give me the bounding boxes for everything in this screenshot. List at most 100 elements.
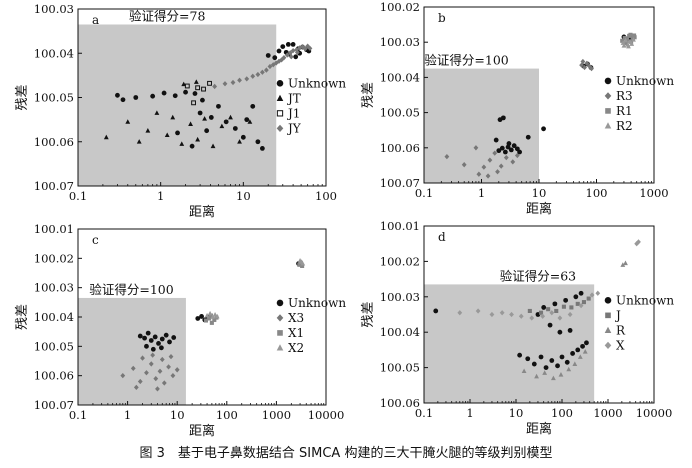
data-point bbox=[586, 296, 591, 301]
data-point bbox=[485, 173, 491, 179]
validation-score-label: 验证得分=63 bbox=[500, 268, 576, 283]
legend-marker bbox=[276, 344, 284, 351]
data-point bbox=[503, 155, 509, 161]
data-point bbox=[547, 322, 553, 328]
data-point bbox=[631, 37, 636, 42]
y-tick-label: 100.03 bbox=[380, 290, 420, 304]
x-tick-label: 1 bbox=[478, 186, 485, 200]
data-point bbox=[207, 310, 213, 316]
data-point bbox=[307, 45, 313, 52]
data-point bbox=[200, 97, 205, 103]
data-point bbox=[145, 128, 151, 133]
x-tick-label: 10 bbox=[532, 186, 547, 200]
validation-region bbox=[424, 68, 539, 183]
data-point bbox=[549, 310, 555, 316]
data-point bbox=[297, 262, 302, 267]
chart-panel-c: 0.1 1 10 100 1000 10000 100.01 100.02 100.03 100.… bbox=[15, 222, 346, 439]
x-axis-label: 距离 bbox=[526, 421, 552, 437]
y-tick-label: 100.04 bbox=[34, 46, 74, 60]
data-point bbox=[300, 263, 305, 268]
data-point bbox=[276, 58, 282, 64]
data-point bbox=[294, 49, 300, 56]
data-point bbox=[563, 297, 569, 303]
x-tick-label: 0.1 bbox=[69, 189, 87, 203]
x-tick-label: 0.1 bbox=[415, 186, 433, 200]
panel-letter: d bbox=[438, 230, 446, 244]
data-point bbox=[223, 119, 229, 125]
data-point bbox=[210, 314, 216, 319]
data-point bbox=[541, 305, 547, 310]
y-tick-label: 100.02 bbox=[380, 0, 420, 14]
data-point bbox=[232, 126, 238, 131]
data-point bbox=[623, 37, 628, 43]
data-points bbox=[120, 258, 306, 392]
data-point bbox=[461, 162, 467, 168]
data-point bbox=[195, 136, 201, 142]
y-tick-label: 100.02 bbox=[34, 251, 74, 265]
legend-label: X3 bbox=[288, 311, 304, 325]
validation-region bbox=[424, 284, 595, 403]
data-point bbox=[481, 164, 487, 170]
data-point bbox=[538, 354, 544, 360]
legend-label: Unknown bbox=[616, 74, 674, 88]
data-point bbox=[148, 338, 154, 343]
data-point bbox=[209, 320, 214, 325]
data-point bbox=[228, 114, 233, 120]
data-point bbox=[569, 305, 574, 310]
data-point bbox=[509, 311, 514, 318]
data-point bbox=[290, 47, 296, 54]
data-point bbox=[493, 137, 499, 143]
data-point bbox=[577, 354, 583, 359]
validation-score-label: 验证得分=100 bbox=[89, 282, 173, 297]
data-point bbox=[620, 38, 625, 43]
data-point bbox=[584, 60, 590, 66]
data-point bbox=[208, 115, 214, 120]
x-tick-label: 100 bbox=[216, 408, 238, 422]
data-point bbox=[495, 169, 500, 175]
data-point bbox=[500, 115, 506, 121]
data-point bbox=[216, 103, 221, 109]
data-point bbox=[259, 69, 265, 75]
data-point bbox=[120, 373, 126, 379]
data-point bbox=[629, 41, 635, 46]
data-point bbox=[154, 110, 160, 115]
legend-marker bbox=[604, 77, 612, 85]
data-point bbox=[510, 159, 516, 165]
data-point bbox=[285, 42, 291, 47]
data-point bbox=[578, 290, 584, 296]
data-point bbox=[263, 67, 269, 73]
y-tick-label: 100.05 bbox=[34, 339, 74, 353]
data-point bbox=[214, 313, 220, 319]
data-point bbox=[202, 116, 208, 121]
y-tick-label: 100.01 bbox=[380, 219, 420, 233]
data-point bbox=[527, 308, 532, 313]
data-point bbox=[534, 373, 539, 379]
data-point bbox=[540, 313, 546, 319]
data-point bbox=[529, 315, 535, 321]
data-point bbox=[171, 335, 177, 340]
data-point bbox=[531, 361, 537, 367]
data-point bbox=[475, 308, 481, 314]
data-point bbox=[625, 37, 630, 42]
legend-label: Unknown bbox=[616, 293, 674, 307]
data-point bbox=[172, 93, 178, 99]
data-point bbox=[207, 316, 212, 321]
x-axis-label: 距离 bbox=[189, 423, 215, 439]
data-point bbox=[546, 307, 551, 312]
data-point bbox=[558, 372, 564, 377]
data-point bbox=[492, 150, 498, 156]
data-point bbox=[189, 143, 195, 149]
data-point bbox=[115, 92, 120, 98]
data-point bbox=[255, 71, 261, 78]
data-point bbox=[137, 333, 143, 339]
data-point bbox=[255, 139, 261, 145]
data-point bbox=[502, 149, 508, 155]
data-point bbox=[267, 63, 273, 70]
data-point bbox=[204, 128, 210, 134]
y-tick-label: 100.03 bbox=[380, 35, 420, 49]
y-tick-label: 100.06 bbox=[34, 135, 74, 149]
data-point bbox=[300, 260, 306, 266]
x-tick-label: 1 bbox=[124, 408, 131, 422]
